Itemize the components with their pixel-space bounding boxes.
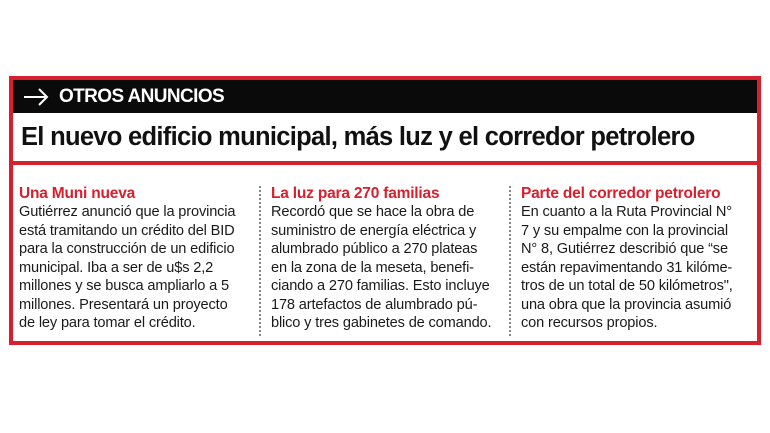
kicker: OTROS ANUNCIOS bbox=[59, 85, 225, 107]
text-line: ciando a 270 familias. Esto incluye bbox=[271, 278, 490, 294]
infobox: OTROS ANUNCIOS El nuevo edificio municip… bbox=[9, 76, 761, 345]
column-divider bbox=[509, 186, 511, 336]
text-line: millones y se busca ampliarlo a 5 bbox=[19, 278, 230, 294]
column-title: Una Muni nueva bbox=[19, 185, 136, 202]
column-muni: Una Muni nueva Gutiérrez anunció que la … bbox=[19, 185, 236, 333]
text-line: alumbrado público a 270 plateas bbox=[271, 241, 478, 257]
text-line: municipal. Iba a ser de u$s 2,2 bbox=[19, 259, 214, 276]
text-line: blico y tres gabinetes de comando. bbox=[271, 315, 492, 331]
text-line: 7 y su empalme con la provincial bbox=[521, 222, 728, 239]
text-line: 178 artefactos de alumbrado pú- bbox=[271, 296, 478, 313]
text-line: tros de un total de 50 kilómetros", bbox=[521, 278, 733, 294]
text-line: está tramitando un crédito del BID bbox=[19, 222, 235, 239]
column-title: Parte del corredor petrolero bbox=[521, 185, 721, 202]
column-corredor: Parte del corredor petrolero En cuanto a… bbox=[521, 185, 733, 333]
text-line: están repavimentando 31 kilóme- bbox=[521, 259, 733, 276]
text-line: para la construcción de un edificio bbox=[19, 241, 235, 257]
column-title: La luz para 270 familias bbox=[271, 185, 440, 202]
text-line: con recursos propios. bbox=[521, 315, 658, 331]
text-line: en la zona de la meseta, benefi- bbox=[271, 259, 474, 276]
text-line: de ley para tomar el crédito. bbox=[19, 315, 196, 331]
column-luz: La luz para 270 familias Recordó que se … bbox=[271, 185, 492, 333]
text-line: Gutiérrez anunció que la provincia bbox=[19, 204, 236, 220]
text-line: suministro de energía eléctrica y bbox=[271, 222, 477, 239]
text-line: En cuanto a la Ruta Provincial N° bbox=[521, 204, 732, 220]
text-line: una obra que la provincia asumió bbox=[521, 296, 732, 313]
text-line: Recordó que se hace la obra de bbox=[271, 204, 475, 220]
text-line: millones. Presentará un proyecto bbox=[19, 296, 228, 313]
kicker-bar: OTROS ANUNCIOS bbox=[13, 80, 757, 113]
arrow-right-icon bbox=[24, 87, 49, 106]
column-divider bbox=[259, 186, 261, 336]
headline: El nuevo edificio municipal, más luz y e… bbox=[13, 113, 757, 165]
text-line: N° 8, Gutiérrez describió que “se bbox=[521, 241, 728, 257]
